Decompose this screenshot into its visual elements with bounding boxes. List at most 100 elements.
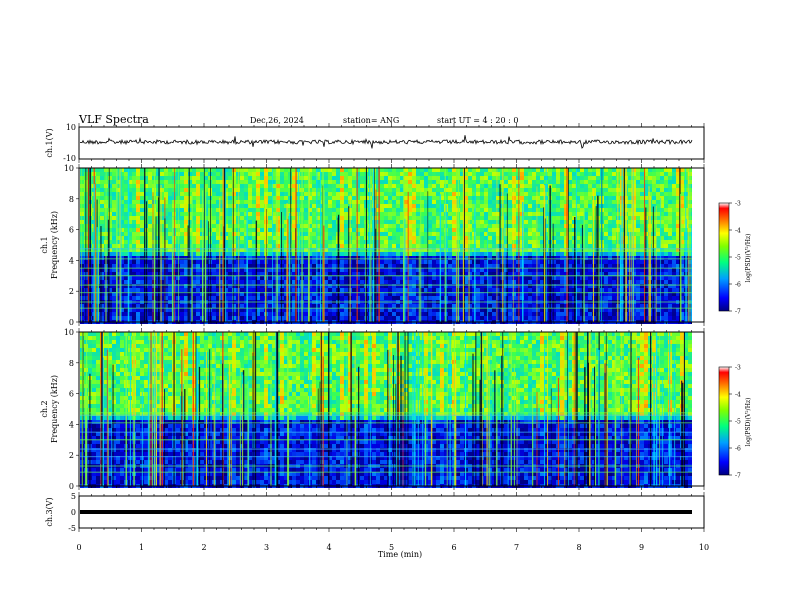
spectrogram-cell	[248, 196, 252, 200]
spectrogram-cell	[116, 268, 120, 272]
spectrogram-cell	[476, 308, 480, 312]
spectrogram-cell	[316, 228, 320, 232]
spectrogram-cell	[296, 260, 300, 264]
spectrogram-cell	[284, 192, 288, 196]
spectrogram-cell	[196, 252, 200, 256]
spectrogram-cell	[556, 168, 560, 172]
spectrogram-cell	[388, 240, 392, 244]
spectrogram-cell	[572, 232, 576, 236]
spectrogram-cell	[248, 256, 252, 260]
spectrogram-cell	[376, 272, 380, 276]
spectrogram-cell	[320, 196, 324, 200]
spectrogram-cell	[568, 224, 572, 228]
spectrogram-cell	[464, 188, 468, 192]
spectrogram-cell	[408, 284, 412, 288]
spectrogram-cell	[232, 272, 236, 276]
spectrogram-cell	[516, 280, 520, 284]
spectrogram-cell	[572, 192, 576, 196]
spectrogram-cell	[488, 316, 492, 320]
spectrogram-cell	[552, 172, 556, 176]
spectrogram-cell	[356, 172, 360, 176]
spectrogram-cell	[436, 292, 440, 296]
spectrogram-cell	[268, 276, 272, 280]
spectrogram-cell	[360, 304, 364, 308]
spectrogram-cell	[568, 272, 572, 276]
spectrogram-cell	[356, 204, 360, 208]
spectrogram-cell	[536, 248, 540, 252]
spectrogram-cell	[560, 180, 564, 184]
spectrogram-cell	[472, 276, 476, 280]
spectrogram-cell	[404, 280, 408, 284]
spectrogram-cell	[508, 248, 512, 252]
spectrogram-cell	[340, 184, 344, 188]
spectrogram-cell	[404, 180, 408, 184]
spectrogram-cell	[448, 168, 452, 172]
spectrogram-cell	[400, 264, 404, 268]
spectrogram-cell	[508, 236, 512, 240]
spectrogram-cell	[340, 228, 344, 232]
spectrogram-cell	[116, 304, 120, 308]
spectrogram-cell	[480, 212, 484, 216]
spectrogram-cell	[484, 280, 488, 284]
spectrogram-cell	[232, 220, 236, 224]
spectrogram-cell	[532, 216, 536, 220]
spectrogram-cell	[572, 176, 576, 180]
spectrogram-cell	[468, 200, 472, 204]
spectrogram-cell	[228, 184, 232, 188]
spectrogram-cell	[528, 236, 532, 240]
spectrogram-cell	[240, 220, 244, 224]
spectrogram-cell	[420, 220, 424, 224]
spectrogram-cell	[128, 292, 132, 296]
spectrogram-cell	[228, 204, 232, 208]
spectrogram-cell	[196, 288, 200, 292]
spectrogram-cell	[540, 308, 544, 312]
spectrogram-cell	[120, 188, 124, 192]
spectrogram-cell	[412, 260, 416, 264]
spectrogram-cell	[352, 180, 356, 184]
spectrogram-cell	[328, 312, 332, 316]
spectrogram-cell	[428, 288, 432, 292]
spectrogram-cell	[244, 180, 248, 184]
spectrogram-cell	[112, 196, 116, 200]
spectrogram-cell	[144, 292, 148, 296]
spectrogram-cell	[264, 184, 268, 188]
spectrogram-cell	[472, 180, 476, 184]
spectrogram-cell	[252, 192, 256, 196]
spectrogram-cell	[524, 220, 528, 224]
spectrogram-cell	[184, 312, 188, 316]
spectrogram-cell	[256, 168, 260, 172]
spectrogram-cell	[520, 252, 524, 256]
spectrogram-cell	[168, 224, 172, 228]
spectrogram-cell	[252, 264, 256, 268]
spectrogram-cell	[280, 184, 284, 188]
spectrogram-cell	[524, 180, 528, 184]
spectrogram-cell	[136, 288, 140, 292]
spectrogram-cell	[256, 212, 260, 216]
spectrogram-cell	[420, 280, 424, 284]
spectrogram-cell	[172, 208, 176, 212]
spectrogram-cell	[244, 256, 248, 260]
spectrogram-cell	[160, 188, 164, 192]
spectrogram-cell	[384, 232, 388, 236]
spectrogram-cell	[468, 232, 472, 236]
spectrogram-cell	[232, 304, 236, 308]
spectrogram-cell	[244, 268, 248, 272]
spectrogram-cell	[96, 200, 100, 204]
spectrogram-cell	[80, 188, 84, 192]
spectrogram-cell	[324, 200, 328, 204]
spectrogram-cell	[356, 240, 360, 244]
spectrogram-cell	[144, 304, 148, 308]
spectrogram-cell	[180, 200, 184, 204]
spectrogram-cell	[484, 264, 488, 268]
spectrogram-cell	[392, 308, 396, 312]
spectrogram-cell	[276, 204, 280, 208]
spectrogram-cell	[536, 192, 540, 196]
spectrogram-cell	[392, 316, 396, 320]
spectrogram-cell	[424, 184, 428, 188]
spectrogram-cell	[156, 176, 160, 180]
spectrogram-cell	[340, 220, 344, 224]
spectrogram-cell	[488, 260, 492, 264]
spectrogram-cell	[188, 200, 192, 204]
spectrogram-cell	[116, 264, 120, 268]
spectrogram-cell	[132, 308, 136, 312]
